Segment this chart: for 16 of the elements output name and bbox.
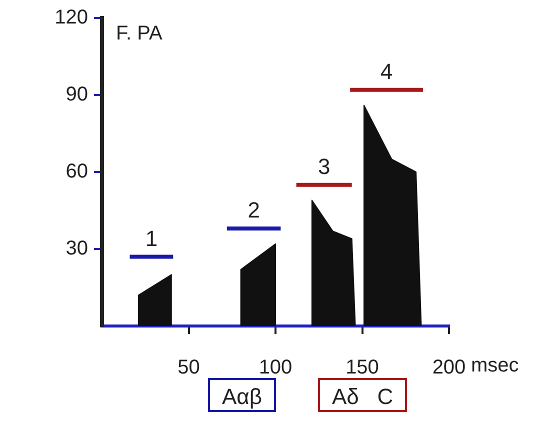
y-tick-label: 120	[54, 6, 88, 29]
x-tick-label: 150	[346, 356, 379, 379]
x-tick-label: 100	[258, 356, 292, 379]
y-tick-label: 60	[66, 160, 88, 183]
y-tick-label: 30	[66, 238, 88, 260]
series-label: 2	[248, 198, 260, 223]
x-axis-title: msec	[471, 354, 519, 377]
series-label: 1	[145, 226, 158, 251]
text: Aαβ	[208, 378, 276, 412]
series-label: 4	[380, 58, 393, 84]
y-tick-label: 90	[66, 84, 88, 106]
text: Aδ C	[318, 378, 408, 412]
x-tick-label: 200	[432, 356, 466, 379]
series-label: 3	[318, 154, 330, 179]
y-axis-title: F. PA	[116, 22, 163, 45]
x-tick-label: 50	[178, 356, 200, 379]
